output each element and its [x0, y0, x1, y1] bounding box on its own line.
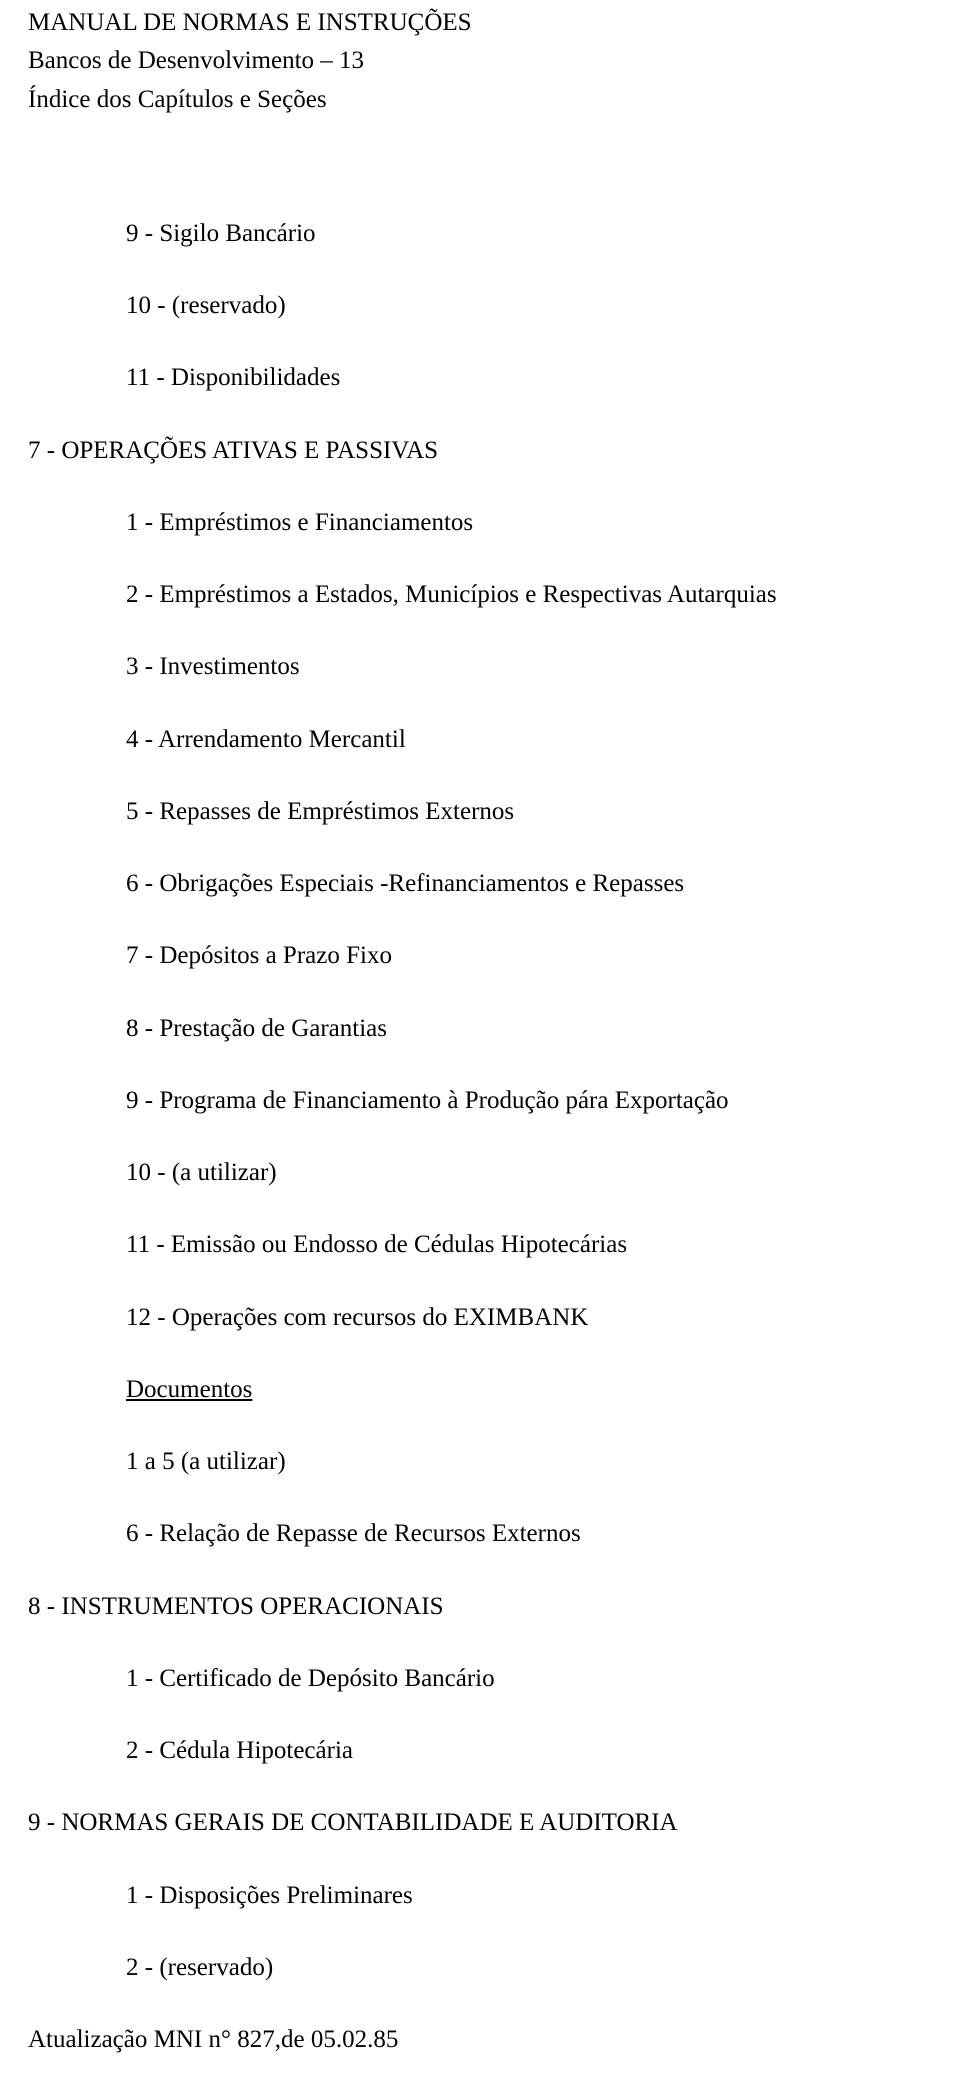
outline-item: 2 - (reservado)	[126, 1950, 928, 1986]
outline-section-heading: 7 - OPERAÇÕES ATIVAS E PASSIVAS	[28, 433, 928, 469]
outline-item: 11 - Disponibilidades	[126, 360, 928, 396]
outline-item: 1 - Empréstimos e Financiamentos	[126, 505, 928, 541]
outline-item: 1 - Certificado de Depósito Bancário	[126, 1661, 928, 1697]
outline-item: 10 - (a utilizar)	[126, 1155, 928, 1191]
outline-item: 7 - Depósitos a Prazo Fixo	[126, 938, 928, 974]
outline-item: 6 - Relação de Repasse de Recursos Exter…	[126, 1516, 928, 1552]
doc-subtitle-1: Bancos de Desenvolvimento – 13	[28, 43, 928, 79]
document-header: MANUAL DE NORMAS E INSTRUÇÕES Bancos de …	[28, 5, 928, 118]
outline-section-heading: 9 - NORMAS GERAIS DE CONTABILIDADE E AUD…	[28, 1805, 928, 1841]
outline-subheading: Documentos	[126, 1372, 928, 1408]
document-page: MANUAL DE NORMAS E INSTRUÇÕES Bancos de …	[0, 0, 928, 2058]
doc-title: MANUAL DE NORMAS E INSTRUÇÕES	[28, 5, 928, 41]
outline-item: 9 - Sigilo Bancário	[126, 216, 928, 252]
outline-item: 1 - Disposições Preliminares	[126, 1878, 928, 1914]
doc-subtitle-2: Índice dos Capítulos e Seções	[28, 82, 928, 118]
outline-item: 6 - Obrigações Especiais -Refinanciament…	[126, 866, 928, 902]
outline-item: 12 - Operações com recursos do EXIMBANK	[126, 1300, 928, 1336]
outline-item: 9 - Programa de Financiamento à Produção…	[126, 1083, 928, 1119]
outline-item: 2 - Cédula Hipotecária	[126, 1733, 928, 1769]
outline-section-heading: 8 - INSTRUMENTOS OPERACIONAIS	[28, 1589, 928, 1625]
outline-item: 4 - Arrendamento Mercantil	[126, 722, 928, 758]
outline-item: 11 - Emissão ou Endosso de Cédulas Hipot…	[126, 1227, 928, 1263]
outline: 9 - Sigilo Bancário 10 - (reservado) 11 …	[28, 216, 928, 1986]
outline-item: 1 a 5 (a utilizar)	[126, 1444, 928, 1480]
outline-item: 3 - Investimentos	[126, 649, 928, 685]
outline-item: 8 - Prestação de Garantias	[126, 1011, 928, 1047]
outline-item: 2 - Empréstimos a Estados, Municípios e …	[126, 577, 928, 613]
outline-item: 5 - Repasses de Empréstimos Externos	[126, 794, 928, 830]
outline-item: 10 - (reservado)	[126, 288, 928, 324]
footer-text: Atualização MNI n° 827,de 05.02.85	[28, 2022, 928, 2058]
